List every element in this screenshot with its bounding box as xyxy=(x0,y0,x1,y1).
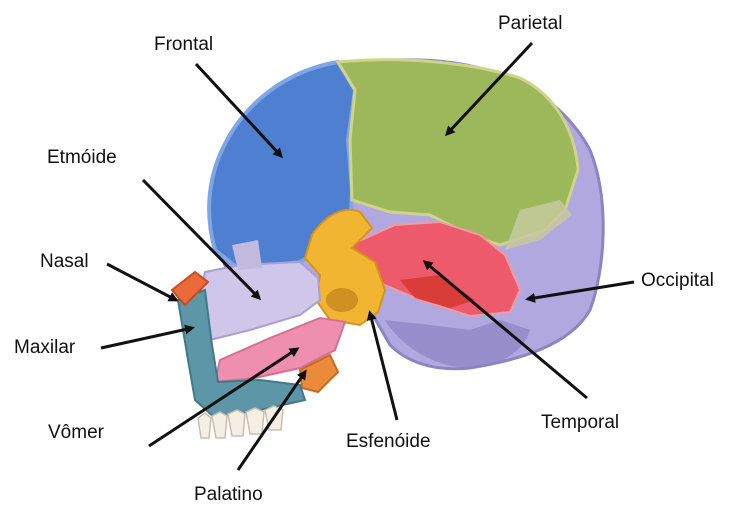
label-etmoide: Etmóide xyxy=(47,147,117,168)
label-frontal: Frontal xyxy=(154,34,214,55)
arrow-parietal xyxy=(444,41,534,137)
arrow-frontal xyxy=(194,62,284,159)
palatine-bone xyxy=(298,353,340,394)
label-maxilar: Maxilar xyxy=(14,337,76,358)
nasal-bone xyxy=(170,270,210,307)
arrow-esfenoide xyxy=(366,310,399,421)
arrow-maxilar xyxy=(100,324,195,350)
arrow-etmoide xyxy=(141,178,262,301)
label-occipital: Occipital xyxy=(641,270,714,291)
maxilla-bone xyxy=(176,288,307,420)
sphenoid-bone xyxy=(303,208,387,327)
arrow-temporal xyxy=(422,260,588,400)
arrow-palatino xyxy=(236,369,307,471)
label-nasal: Nasal xyxy=(40,251,89,272)
label-parietal: Parietal xyxy=(498,13,563,34)
label-vomer: Vômer xyxy=(48,422,104,443)
arrow-occipital xyxy=(525,280,635,303)
label-temporal: Temporal xyxy=(541,412,620,433)
label-esfenoide: Esfenóide xyxy=(346,431,431,452)
arrow-nasal xyxy=(106,262,179,302)
label-palatino: Palatino xyxy=(194,484,263,505)
arrow-vomer xyxy=(148,347,300,448)
